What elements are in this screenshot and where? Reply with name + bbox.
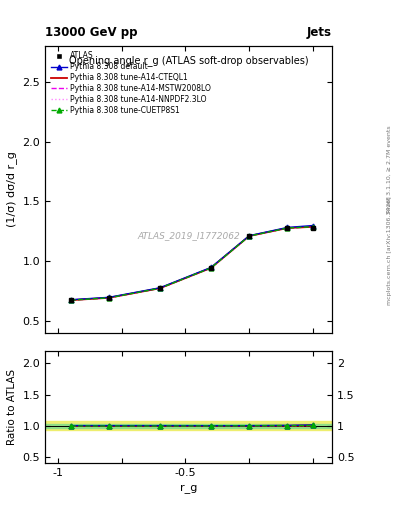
Y-axis label: Ratio to ATLAS: Ratio to ATLAS	[7, 369, 17, 445]
X-axis label: r_g: r_g	[180, 484, 197, 494]
Y-axis label: (1/σ) dσ/d r_g: (1/σ) dσ/d r_g	[6, 152, 17, 227]
Legend: ATLAS, Pythia 8.308 default, Pythia 8.308 tune-A14-CTEQL1, Pythia 8.308 tune-A14: ATLAS, Pythia 8.308 default, Pythia 8.30…	[49, 50, 213, 117]
Text: ATLAS_2019_I1772062: ATLAS_2019_I1772062	[137, 231, 240, 240]
Text: Jets: Jets	[307, 26, 332, 39]
Bar	[45, 421, 332, 430]
Text: Rivet 3.1.10, ≥ 2.7M events: Rivet 3.1.10, ≥ 2.7M events	[387, 125, 392, 213]
Text: Opening angle r_g (ATLAS soft-drop observables): Opening angle r_g (ATLAS soft-drop obser…	[69, 55, 309, 66]
Text: 13000 GeV pp: 13000 GeV pp	[45, 26, 138, 39]
Text: mcplots.cern.ch [arXiv:1306.3436]: mcplots.cern.ch [arXiv:1306.3436]	[387, 197, 392, 305]
Bar	[45, 423, 332, 428]
